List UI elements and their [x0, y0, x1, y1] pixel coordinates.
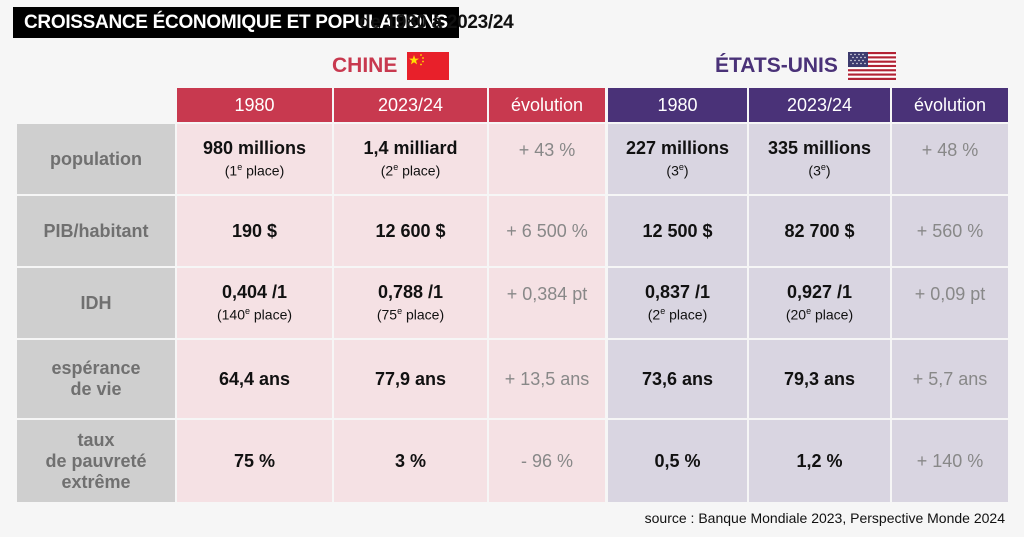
- column-header-china-evolution: évolution: [489, 88, 605, 122]
- cell-evolution: + 0,384 pt: [506, 284, 588, 304]
- table-cell: 1,2 %: [749, 420, 890, 502]
- table-cell: 3 %: [334, 420, 487, 502]
- row-label-extreme-poverty-rate: taux de pauvreté extrême: [17, 420, 175, 502]
- cell-rank: (2e place): [380, 162, 441, 179]
- table-cell: 79,3 ans: [749, 340, 890, 418]
- cell-evolution: + 48 %: [921, 140, 979, 160]
- cell-value: 77,9 ans: [374, 368, 447, 389]
- cell-rank: (20e place): [785, 306, 854, 323]
- cell-rank: (75e place): [376, 306, 445, 323]
- table-cell: 0,837 /1 (2e place): [608, 268, 747, 338]
- column-header-china-1980: 1980: [177, 88, 332, 122]
- country-header-usa: ÉTATS-UNIS: [715, 50, 896, 82]
- table-cell: + 0,384 pt: [489, 268, 605, 338]
- cell-evolution: + 5,7 ans: [912, 368, 988, 389]
- cell-value: 73,6 ans: [641, 368, 714, 389]
- cell-evolution: - 96 %: [520, 450, 574, 471]
- cell-value: 1,2 %: [796, 450, 843, 471]
- table-cell: 77,9 ans: [334, 340, 487, 418]
- cell-rank: (140e place): [216, 306, 293, 323]
- table-cell: + 140 %: [892, 420, 1008, 502]
- cell-value: 980 millions: [202, 138, 307, 159]
- cell-value: 227 millions: [625, 138, 730, 159]
- cell-rank: (3e): [666, 162, 689, 179]
- table-cell: + 5,7 ans: [892, 340, 1008, 418]
- cell-evolution: + 560 %: [916, 220, 984, 241]
- usa-flag-icon: [847, 52, 896, 80]
- table-cell: 0,788 /1 (75e place): [334, 268, 487, 338]
- cell-evolution: + 6 500 %: [506, 220, 588, 241]
- infographic-title: CROISSANCE ÉCONOMIQUE ET POPULATIONS: [13, 7, 459, 38]
- cell-value: 12 600 $: [375, 220, 446, 241]
- table-cell: + 6 500 %: [489, 196, 605, 266]
- source-note: source : Banque Mondiale 2023, Perspecti…: [644, 510, 1005, 526]
- table-cell: 75 %: [177, 420, 332, 502]
- table-cell: 0,5 %: [608, 420, 747, 502]
- table-cell: 73,6 ans: [608, 340, 747, 418]
- table-cell: 0,927 /1 (20e place): [749, 268, 890, 338]
- cell-value: 335 millions: [767, 138, 872, 159]
- cell-rank: (1e place): [224, 162, 285, 179]
- china-flag-icon: [407, 52, 450, 80]
- country-name-china: CHINE: [332, 54, 398, 77]
- cell-value: 0,404 /1: [221, 282, 288, 303]
- table-cell: + 560 %: [892, 196, 1008, 266]
- cell-value: 190 $: [231, 220, 278, 241]
- row-label-hdi: IDH: [17, 268, 175, 338]
- table-cell: 0,404 /1 (140e place): [177, 268, 332, 338]
- column-header-china-2023: 2023/24: [334, 88, 487, 122]
- table-cell: 190 $: [177, 196, 332, 266]
- column-header-usa-2023: 2023/24: [749, 88, 890, 122]
- country-name-usa: ÉTATS-UNIS: [715, 54, 838, 77]
- cell-value: 79,3 ans: [783, 368, 856, 389]
- cell-evolution: + 140 %: [916, 450, 984, 471]
- cell-value: 75 %: [233, 450, 276, 471]
- table-cell: 227 millions (3e): [608, 124, 747, 194]
- row-label-gdp-per-capita: PIB/habitant: [17, 196, 175, 266]
- column-header-usa-1980: 1980: [608, 88, 747, 122]
- table-cell: 82 700 $: [749, 196, 890, 266]
- table-cell: 335 millions (3e): [749, 124, 890, 194]
- table-cell: + 0,09 pt: [892, 268, 1008, 338]
- infographic-subtitle: de 1980 à 2023/24: [359, 12, 514, 33]
- cell-value: 0,837 /1: [644, 282, 711, 303]
- table-cell: 64,4 ans: [177, 340, 332, 418]
- cell-evolution: + 13,5 ans: [504, 368, 590, 389]
- table-cell: + 13,5 ans: [489, 340, 605, 418]
- cell-value: 0,788 /1: [377, 282, 444, 303]
- cell-value: 12 500 $: [642, 220, 713, 241]
- table-cell: - 96 %: [489, 420, 605, 502]
- row-label-population: population: [17, 124, 175, 194]
- cell-rank: (2e place): [647, 306, 708, 323]
- table-cell: 12 600 $: [334, 196, 487, 266]
- country-header-china: CHINE: [332, 50, 450, 82]
- cell-value: 0,5 %: [654, 450, 701, 471]
- table-cell: 1,4 milliard (2e place): [334, 124, 487, 194]
- table-cell: 12 500 $: [608, 196, 747, 266]
- table-cell: 980 millions (1e place): [177, 124, 332, 194]
- cell-value: 3 %: [394, 450, 427, 471]
- column-header-usa-evolution: évolution: [892, 88, 1008, 122]
- table-cell: + 48 %: [892, 124, 1008, 194]
- cell-value: 82 700 $: [784, 220, 855, 241]
- table-cell: + 43 %: [489, 124, 605, 194]
- cell-value: 0,927 /1: [786, 282, 853, 303]
- cell-rank: (3e): [808, 162, 831, 179]
- cell-value: 64,4 ans: [218, 368, 291, 389]
- cell-value: 1,4 milliard: [363, 138, 458, 159]
- cell-evolution: + 43 %: [518, 140, 576, 160]
- row-label-life-expectancy: espérance de vie: [17, 340, 175, 418]
- cell-evolution: + 0,09 pt: [914, 284, 986, 304]
